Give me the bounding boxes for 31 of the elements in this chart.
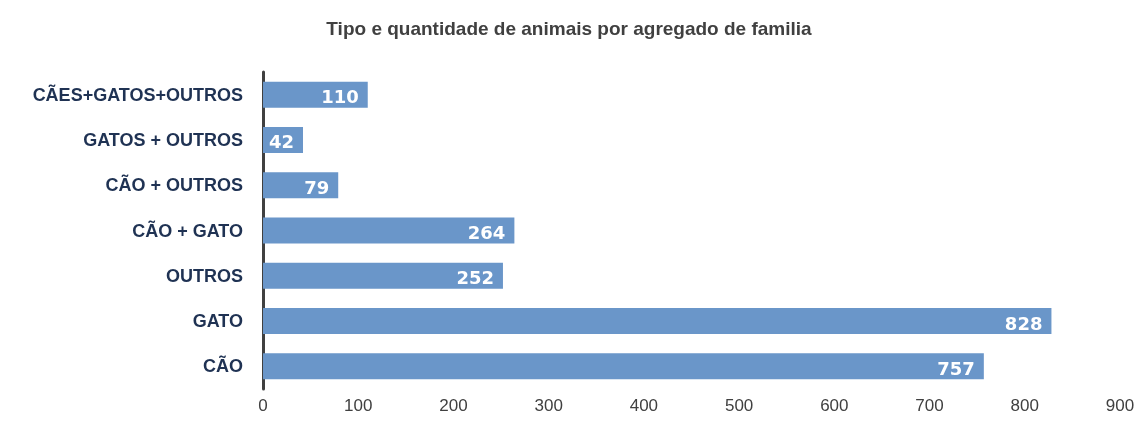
data-label: 110	[321, 86, 359, 108]
x-tick-label: 400	[629, 396, 659, 415]
y-tick-label: GATO	[192, 311, 243, 332]
data-label: 757	[937, 357, 975, 379]
data-label: 79	[304, 176, 330, 198]
x-tick-label: 900	[1105, 396, 1135, 415]
y-tick-label: CÃO + OUTROS	[105, 174, 243, 196]
bar	[263, 308, 1052, 335]
bar	[263, 172, 339, 199]
y-tick-label: CÃO	[203, 355, 243, 377]
x-tick-label: 200	[439, 396, 468, 415]
y-tick-label: CÃO + GATO	[132, 219, 243, 241]
y-tick-label: GATOS + OUTROS	[83, 129, 243, 150]
x-tick-label: 700	[915, 396, 944, 415]
bar	[263, 217, 515, 244]
x-tick-label: 100	[344, 396, 373, 415]
y-tick-label: CÃES+GATOS+OUTROS	[32, 83, 243, 105]
data-label: 264	[467, 222, 506, 243]
y-tick-label: OUTROS	[165, 265, 243, 286]
x-tick-label: 800	[1010, 396, 1039, 415]
x-tick-label: 300	[534, 396, 563, 415]
data-label: 42	[268, 131, 294, 153]
x-tick-label: 0	[258, 396, 268, 415]
data-label: 252	[456, 267, 494, 289]
bar	[263, 81, 368, 108]
x-tick-label: 500	[724, 396, 754, 415]
bar	[263, 262, 503, 289]
chart-title: Tipo e quantidade de animais por agregado de familia	[326, 18, 813, 39]
bar	[263, 353, 984, 380]
data-label: 828	[1004, 312, 1043, 334]
x-tick-label: 600	[820, 396, 849, 415]
